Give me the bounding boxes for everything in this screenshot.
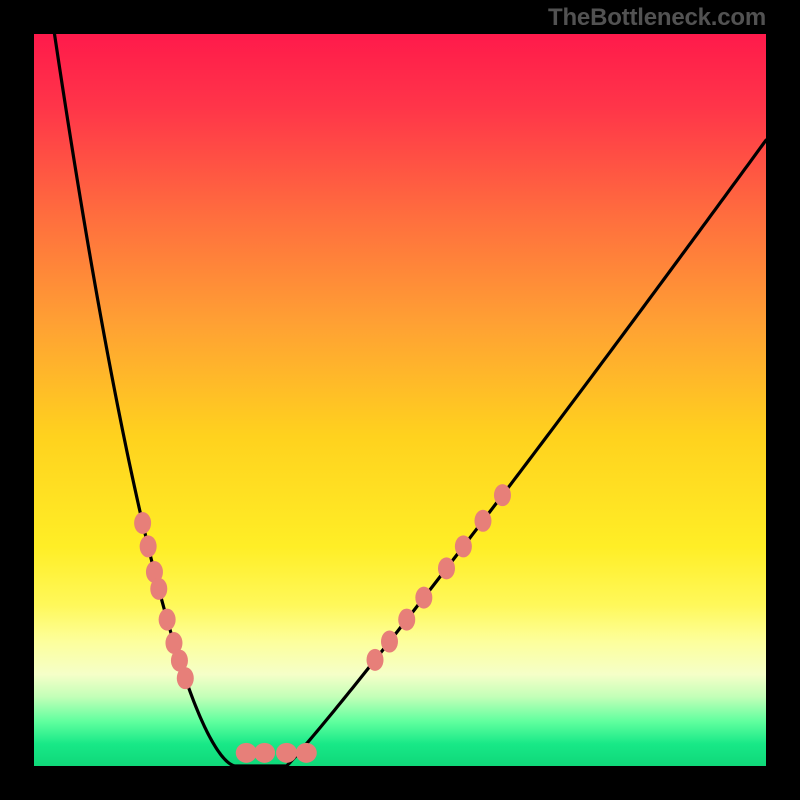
curve-marker xyxy=(140,535,157,557)
curve-marker xyxy=(381,631,398,653)
curve-marker xyxy=(398,609,415,631)
curve-marker xyxy=(455,535,472,557)
curve-marker xyxy=(254,743,275,763)
curve-marker xyxy=(177,667,194,689)
curve-marker xyxy=(276,743,297,763)
plot-area xyxy=(34,34,766,766)
curve-marker xyxy=(494,484,511,506)
attribution-watermark: TheBottleneck.com xyxy=(548,4,766,32)
chart-root: TheBottleneck.com xyxy=(0,0,800,800)
gradient-background xyxy=(34,34,766,766)
curve-marker xyxy=(438,557,455,579)
curve-marker xyxy=(159,609,176,631)
curve-marker xyxy=(474,510,491,532)
curve-marker xyxy=(367,649,384,671)
curve-marker xyxy=(134,512,151,534)
curve-marker xyxy=(150,578,167,600)
curve-marker xyxy=(415,587,432,609)
plot-svg xyxy=(34,34,766,766)
curve-marker xyxy=(236,743,257,763)
curve-marker xyxy=(296,743,317,763)
